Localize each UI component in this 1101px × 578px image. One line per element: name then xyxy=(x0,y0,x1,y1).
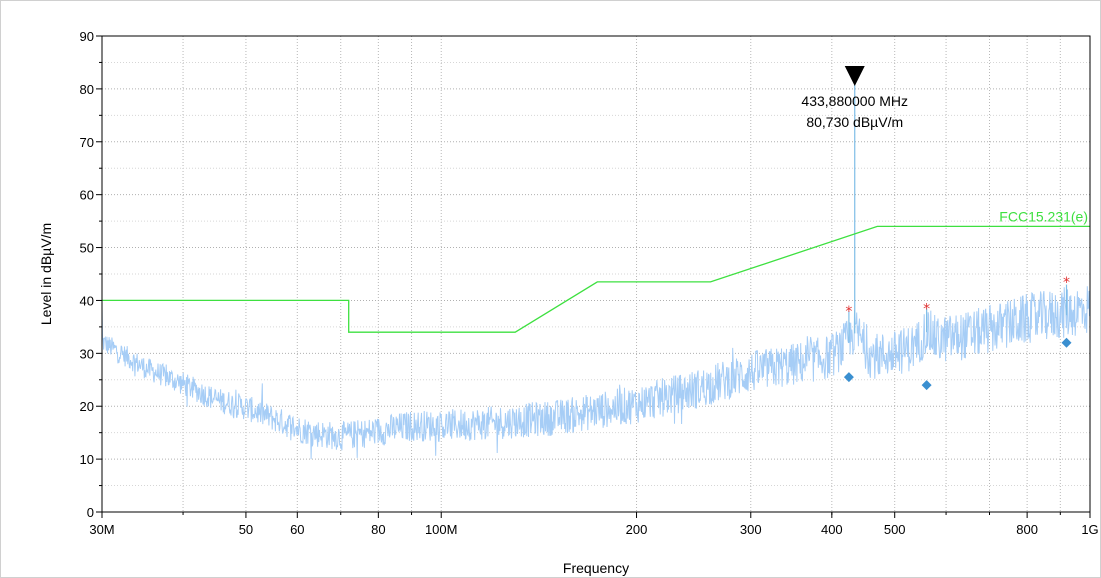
x-tick-label: 400 xyxy=(821,522,843,537)
y-tick-label: 10 xyxy=(80,452,94,467)
quasi-peak-marker xyxy=(1061,337,1072,348)
y-tick-label: 40 xyxy=(80,293,94,308)
x-tick-label: 1G xyxy=(1081,522,1098,537)
y-tick-label: 30 xyxy=(80,346,94,361)
limit-line xyxy=(102,225,1090,333)
marker-level-label: 80,730 dBµV/m xyxy=(806,114,903,130)
markers-group: * * * 433,880000 MHz 80,730 dBµV/m xyxy=(801,66,1072,391)
x-tick-label: 60 xyxy=(290,522,304,537)
x-axis-title: Frequency xyxy=(563,560,629,576)
x-tick-label: 800 xyxy=(1016,522,1038,537)
axes: 0 10 20 30 40 50 60 70 80 90 30M 50 60 80 100M 200 300 40… xyxy=(80,29,1099,537)
y-tick-label: 60 xyxy=(80,188,94,203)
peak-marker: * xyxy=(1063,275,1070,291)
marker-triangle xyxy=(844,66,865,86)
x-tick-label: 80 xyxy=(371,522,385,537)
limit-line-label: FCC15.231(e) xyxy=(999,208,1088,224)
peak-marker: * xyxy=(923,301,930,317)
quasi-peak-marker xyxy=(921,380,932,391)
x-tick-label: 200 xyxy=(626,522,648,537)
peak-marker: * xyxy=(845,304,852,320)
y-tick-label: 70 xyxy=(80,135,94,150)
y-tick-label: 20 xyxy=(80,399,94,414)
spectrum-trace xyxy=(101,85,1091,460)
x-tick-label: 100M xyxy=(425,522,458,537)
y-axis-title: Level in dBµV/m xyxy=(38,223,54,325)
x-tick-label: 30M xyxy=(89,522,114,537)
y-tick-label: 0 xyxy=(87,505,94,520)
x-tick-label: 500 xyxy=(884,522,906,537)
spectrum-noise-line xyxy=(101,286,1091,460)
limit-line-group: FCC15.231(e) xyxy=(102,208,1090,333)
y-tick-label: 80 xyxy=(80,82,94,97)
y-tick-label: 90 xyxy=(80,29,94,44)
quasi-peak-marker xyxy=(843,372,854,383)
x-tick-label: 300 xyxy=(740,522,762,537)
y-tick-label: 50 xyxy=(80,241,94,256)
marker-frequency-label: 433,880000 MHz xyxy=(801,93,908,109)
x-tick-label: 50 xyxy=(239,522,253,537)
